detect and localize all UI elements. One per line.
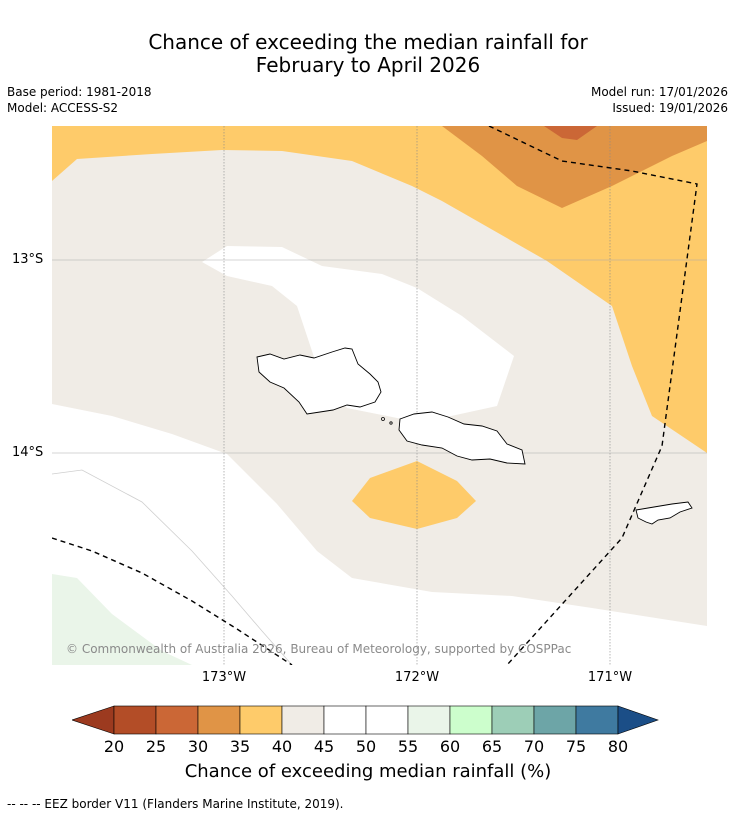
colorbar-segment — [239, 705, 283, 735]
colorbar-segment — [533, 705, 577, 735]
colorbar-tick-label: 35 — [229, 737, 251, 756]
colorbar-tick-label: 20 — [103, 737, 125, 756]
colorbar-tick-label: 30 — [187, 737, 209, 756]
colorbar-segment — [155, 705, 199, 735]
region-35-40-north — [52, 126, 707, 453]
meta-right: Model run: 17/01/2026 Issued: 19/01/2026 — [591, 84, 728, 116]
eez-border-east — [488, 126, 698, 665]
colorbar-extend-high — [617, 705, 659, 735]
tutuila-island — [635, 501, 693, 525]
lon-label-171w: 171°W — [587, 670, 633, 685]
title-line-1: Chance of exceeding the median rainfall … — [148, 30, 588, 54]
contour-line — [52, 469, 293, 665]
map-svg — [52, 126, 707, 665]
base-period: Base period: 1981-2018 — [7, 85, 152, 99]
colorbar-tick-label: 45 — [313, 737, 335, 756]
forecast-map — [52, 126, 707, 665]
colorbar-extend-low — [72, 705, 115, 735]
colorbar-tick-label: 80 — [607, 737, 629, 756]
colorbar-tick-label: 25 — [145, 737, 167, 756]
colorbar-segment — [281, 705, 325, 735]
copyright-notice: © Commonwealth of Australia 2026, Bureau… — [66, 642, 572, 656]
eez-legend: -- -- -- EEZ border V11 (Flanders Marine… — [7, 797, 344, 811]
colorbar-segment — [197, 705, 241, 735]
colorbar-segment — [491, 705, 535, 735]
colorbar-title: Chance of exceeding median rainfall (%) — [184, 761, 552, 782]
meta-left: Base period: 1981-2018 Model: ACCESS-S2 — [7, 84, 152, 116]
colorbar-segment — [323, 705, 367, 735]
lon-label-172w: 172°W — [394, 670, 440, 685]
colorbar-segment — [365, 705, 409, 735]
region-45-55-central — [202, 246, 514, 419]
colorbar-segment — [113, 705, 157, 735]
title-line-2: February to April 2026 — [255, 53, 481, 77]
issued-date: Issued: 19/01/2026 — [612, 101, 728, 115]
colorbar-segment — [575, 705, 619, 735]
region-45-55-south — [52, 404, 707, 665]
colorbar-tick-label: 65 — [481, 737, 503, 756]
colorbar-tick-label: 75 — [565, 737, 587, 756]
colorbar-tick-label: 50 — [355, 737, 377, 756]
region-30-35-north — [442, 126, 707, 208]
region-55-60-southwest — [52, 574, 192, 665]
model-run: Model run: 17/01/2026 — [590, 85, 728, 99]
lat-label-13s: 13°S — [12, 252, 44, 267]
region-25-30-north — [544, 126, 597, 140]
savaii-island — [256, 347, 382, 415]
colorbar-segment — [407, 705, 451, 735]
colorbar — [72, 705, 659, 735]
colorbar-tick-label: 70 — [523, 737, 545, 756]
upolu-island — [398, 411, 526, 465]
map-title: Chance of exceeding the median rainfall … — [0, 31, 736, 77]
colorbar-tick-label: 60 — [439, 737, 461, 756]
islet — [389, 421, 393, 425]
region-35-40-hexagon — [352, 461, 476, 529]
model-name: Model: ACCESS-S2 — [7, 101, 119, 115]
islet — [381, 417, 385, 421]
colorbar-tick-label: 40 — [271, 737, 293, 756]
eez-border-southwest — [52, 537, 293, 665]
lon-label-173w: 173°W — [201, 670, 247, 685]
lat-label-14s: 14°S — [12, 445, 44, 460]
colorbar-tick-label: 55 — [397, 737, 419, 756]
colorbar-segment — [449, 705, 493, 735]
